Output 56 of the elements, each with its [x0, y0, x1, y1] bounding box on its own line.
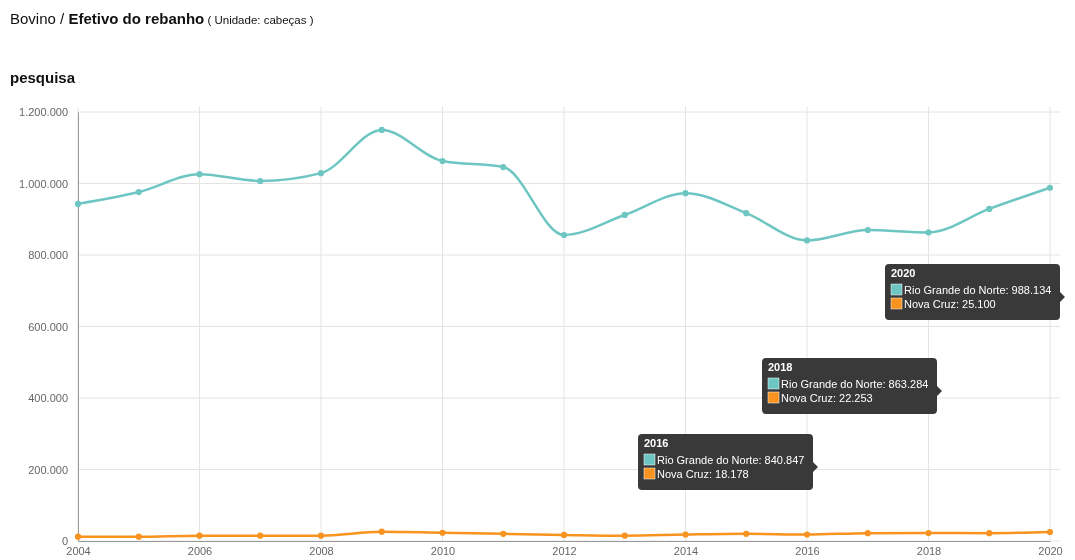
x-tick-label: 2008 — [309, 544, 334, 557]
point — [864, 226, 871, 234]
x-tick-label: 2004 — [66, 544, 91, 557]
point — [1046, 528, 1054, 536]
y-tick-label: 400.000 — [28, 392, 68, 405]
point — [135, 189, 142, 196]
y-tick-label: 800.000 — [28, 249, 68, 262]
point — [682, 531, 689, 538]
point — [743, 210, 750, 217]
point — [317, 170, 325, 177]
point — [864, 530, 871, 537]
point — [196, 532, 203, 539]
point — [378, 528, 385, 535]
annotation: 2016 Rio Grande do Norte: 840.847 Nova Cruz: 18.178 — [644, 437, 805, 480]
point — [1046, 184, 1054, 191]
point — [925, 229, 932, 236]
x-tick-label: 2012 — [552, 544, 577, 557]
point — [621, 532, 628, 539]
x-tick-label: 2016 — [795, 544, 820, 557]
point — [74, 200, 82, 207]
point — [439, 529, 446, 536]
text: ( Unidade: cabeças ) — [204, 14, 314, 26]
annotation: 2018 Rio Grande do Norte: 863.284 Nova Cruz: 22.253 — [768, 361, 929, 404]
point — [986, 530, 993, 537]
y-tick-label: 0 — [61, 535, 68, 548]
point — [257, 177, 264, 185]
x-tick-label: 2020 — [1038, 544, 1063, 557]
y-tick-label: 1.000.000 — [19, 177, 68, 190]
chart-title: Bovino / Efetivo do rebanho — [10, 10, 205, 27]
point — [317, 532, 325, 539]
point — [500, 530, 507, 537]
chart-subtitle: pesquisa — [10, 69, 76, 86]
point — [803, 237, 811, 244]
y-tick-label: 600.000 — [28, 320, 68, 333]
point — [803, 531, 811, 538]
point — [560, 531, 568, 539]
point — [743, 530, 750, 537]
point — [257, 532, 264, 539]
annotation: 2020 Rio Grande do Norte: 988.134 Nova Cruz: 25.100 — [891, 267, 1052, 310]
point — [135, 533, 142, 540]
y-tick-label: 200.000 — [28, 463, 68, 476]
x-tick-label: 2018 — [916, 544, 942, 557]
point — [682, 190, 689, 197]
x-tick-label: 2006 — [187, 544, 213, 557]
point — [196, 171, 203, 178]
y-tick-label: 1.200.000 — [19, 106, 68, 119]
point — [560, 231, 568, 239]
x-tick-label: 2014 — [673, 544, 699, 557]
point — [439, 157, 446, 165]
point — [74, 533, 82, 540]
point — [986, 205, 993, 212]
point — [500, 163, 507, 171]
point — [925, 529, 932, 537]
point — [621, 211, 628, 219]
point — [378, 126, 385, 133]
x-tick-label: 2010 — [430, 544, 456, 557]
